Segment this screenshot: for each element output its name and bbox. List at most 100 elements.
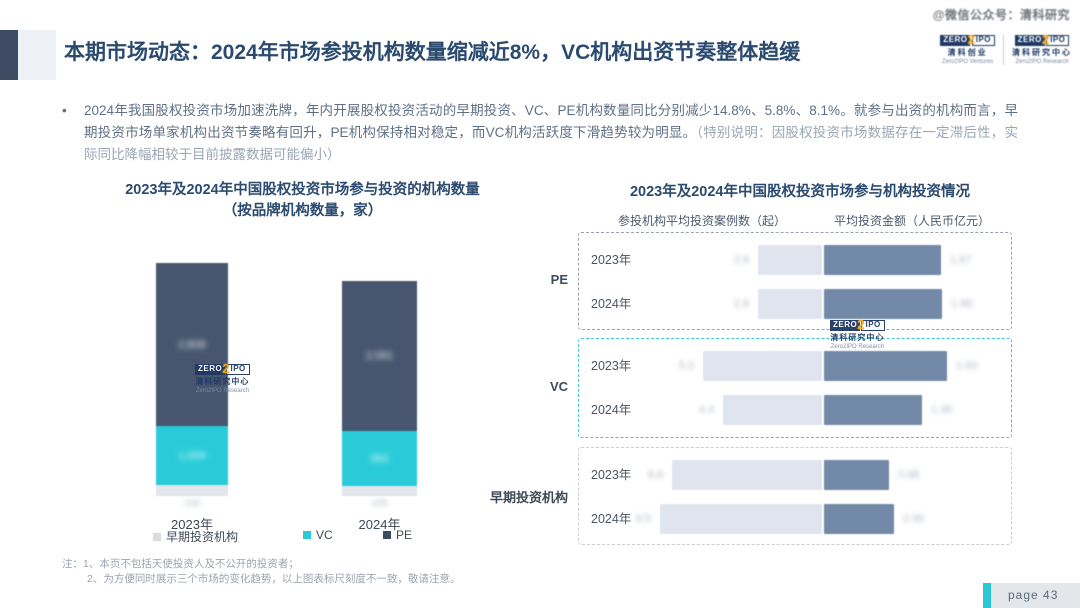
pe-segment: 2,808 <box>156 263 228 426</box>
legend-item: PE <box>383 528 412 542</box>
cases-value: 9.5 <box>635 513 651 525</box>
logo-en-name: Zero2IPO Research <box>1015 59 1069 66</box>
logo-zero-text: ZERO <box>940 34 971 46</box>
zero2ipo-logo-icon: ZERO 2 IPO <box>1014 32 1070 47</box>
bullet-main-text: 2024年我国股权投资市场加速洗牌，年内开展股权投资活动的早期投资、VC、PE机… <box>84 103 1018 140</box>
logo-cn-name: 清科研究中心 <box>1012 48 1072 58</box>
left-chart-legend: 早期投资机构 VC PE <box>85 528 520 544</box>
title-accent-bar <box>0 30 18 80</box>
legend-swatch <box>303 531 311 539</box>
zero2ipo-watermark-logo: ZERO 2 IPO 清科研究中心 Zero2IPO Research <box>195 361 250 395</box>
right-chart-title: 2023年及2024年中国股权投资市场参与机构投资情况 <box>629 184 970 200</box>
logo-ipo-text: IPO <box>861 319 885 331</box>
bullet-marker: • <box>62 103 67 118</box>
logo-ipo-text: IPO <box>971 34 995 46</box>
stacked-bar-chart: 2023年及2024年中国股权投资市场参与投资的机构数量 （按品牌机构数量，家）… <box>85 180 520 558</box>
left-chart-title: 2023年及2024年中国股权投资市场参与投资的机构数量 <box>125 182 480 198</box>
logo-two-text: 2 <box>857 317 865 332</box>
early-segment <box>156 485 228 496</box>
group-box-early: 2023年 8.8 0.88 2024年 9.5 0.95 <box>578 447 1012 545</box>
cases-axis-header: 参投机构平均投资案例数（起） <box>617 214 787 228</box>
footnotes: 注：1、本页不包括天使投资人及不公开的投资者； 2、为方便同时展示三个市场的变化… <box>62 557 460 587</box>
logo-cn-name: 清科研究中心 <box>195 377 250 387</box>
row-year-label: 2024年 <box>591 403 632 417</box>
amount-bar <box>824 504 894 534</box>
bar-value-label: 2,808 <box>178 338 206 351</box>
footnote-prefix: 注： <box>62 558 83 570</box>
page-number: page 43 <box>991 583 1080 608</box>
amount-value: 1.83 <box>956 360 978 372</box>
cases-bar <box>758 289 822 319</box>
legend-label: VC <box>316 528 333 542</box>
footnote-line-2: 2、为方便同时展示三个市场的变化趋势，以上图表标尺刻度不一致，敬请注意。 <box>87 573 461 585</box>
zero2ipo-logo-icon: ZERO 2 IPO <box>940 32 995 47</box>
x-axis-label: 2023年 <box>171 517 213 532</box>
chart-row: 2023年 2.8 1.87 <box>579 245 1011 275</box>
summary-bullet: • 2024年我国股权投资市场加速洗牌，年内开展股权投资活动的早期投资、VC、P… <box>62 100 1018 166</box>
group-label: PE <box>550 272 568 287</box>
amount-axis-header: 平均投资金额（人民币亿元） <box>833 214 991 228</box>
logo-ipo-text: IPO <box>1046 34 1070 46</box>
early-value-label: 194 <box>183 498 201 509</box>
title-accent-block <box>18 30 56 80</box>
cases-bar <box>660 504 822 534</box>
row-year-label: 2023年 <box>591 253 632 267</box>
amount-bar <box>824 351 947 381</box>
logo-ipo-text: IPO <box>226 363 250 375</box>
bar-value-label: 950 <box>370 452 389 465</box>
zero2ipo-logo-icon: ZERO 2 IPO <box>830 317 885 332</box>
zero2ipo-logo: ZERO 2 IPO 清科研究中心 Zero2IPO Research <box>195 361 250 395</box>
row-year-label: 2023年 <box>591 359 632 373</box>
amount-value: 1.46 <box>931 404 953 416</box>
logo-two-text: 2 <box>222 361 230 376</box>
cases-value: 5.3 <box>678 360 694 372</box>
logo-cn-name: 清科研究中心 <box>830 333 885 343</box>
chart-row: 2024年 9.5 0.95 <box>579 504 1011 534</box>
vc-segment: 950 <box>342 431 417 486</box>
bullet-aside-text: （特别说明：因股权投资市场数据存在一定滞后性，实际同比降幅相较于目前披露数据可能… <box>84 125 1019 162</box>
logo-two-text: 2 <box>967 32 975 47</box>
legend-item: VC <box>303 528 333 542</box>
logo-zero-text: ZERO <box>830 319 861 331</box>
legend-item: 早期投资机构 <box>153 528 238 545</box>
group-label: 早期投资机构 <box>489 490 568 505</box>
footnote-1-text: 1、本页不包括天使投资人及不公开的投资者； <box>83 558 299 570</box>
logo-en-name: Zero2IPO Research <box>830 344 885 351</box>
cases-bar <box>672 460 822 490</box>
legend-label: 早期投资机构 <box>166 530 239 544</box>
cases-value: 4.4 <box>698 404 714 416</box>
page-title: 本期市场动态：2024年市场参投机构数量缩减近8%，VC机构出资节奏整体趋缓 <box>64 41 801 64</box>
chart-row: 2023年 8.8 0.88 <box>579 460 1011 490</box>
cases-bar <box>723 395 822 425</box>
footnote-line-1: 注：1、本页不包括天使投资人及不公开的投资者； <box>62 557 460 572</box>
group-box-vc: 2023年 5.3 1.83 2024年 4.4 1.46 <box>578 338 1012 438</box>
logo-divider <box>1003 35 1004 65</box>
amount-bar <box>824 289 942 319</box>
chart-row: 2024年 4.4 1.46 <box>579 395 1011 425</box>
amount-bar <box>824 245 941 275</box>
cases-bar <box>758 245 822 275</box>
logo-en-name: Zero2IPO Ventures <box>941 59 994 66</box>
left-chart-subtitle: （按品牌机构数量，家） <box>222 203 383 219</box>
logo-en-name: Zero2IPO Research <box>195 388 250 395</box>
amount-bar <box>824 460 889 490</box>
wechat-watermark-text: @微信公众号：清科研究 <box>932 8 1070 22</box>
row-year-label: 2024年 <box>591 512 632 526</box>
amount-value: 0.88 <box>898 469 920 481</box>
bar-value-label: 2,581 <box>365 350 394 362</box>
bullet-text: 2024年我国股权投资市场加速洗牌，年内开展股权投资活动的早期投资、VC、PE机… <box>84 100 1018 166</box>
stacked-bar: 2,808 1,009 <box>156 263 228 496</box>
logo-cn-name: 清科创业 <box>947 48 988 58</box>
logo-zero-text: ZERO <box>195 363 226 375</box>
header-logos: ZERO 2 IPO 清科创业 Zero2IPO Ventures ZERO 2 IPO 清科研… <box>940 32 1072 66</box>
cases-value: 2.8 <box>733 298 749 310</box>
group-label: VC <box>549 379 568 394</box>
amount-value: 1.87 <box>950 254 972 266</box>
chart-row: 2024年 2.8 1.88 <box>579 289 1011 319</box>
early-segment <box>342 486 417 496</box>
logo-zero-text: ZERO <box>1014 34 1045 46</box>
vc-segment: 1,009 <box>156 426 228 485</box>
row-year-label: 2024年 <box>591 297 632 311</box>
zero2ipo-logo: ZERO 2 IPO 清科研究中心 Zero2IPO Research <box>1012 32 1072 66</box>
cases-value: 2.8 <box>733 254 749 266</box>
